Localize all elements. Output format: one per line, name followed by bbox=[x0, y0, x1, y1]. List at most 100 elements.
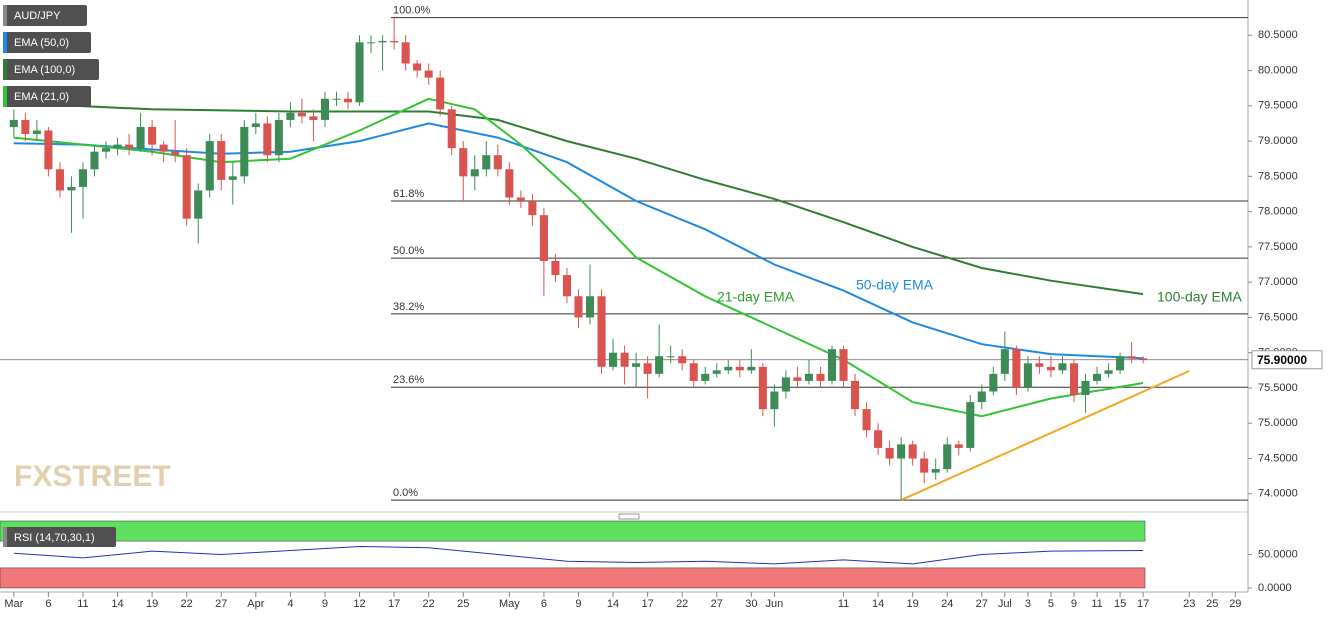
x-tick-label: May bbox=[499, 598, 520, 610]
legend-box bbox=[3, 59, 99, 80]
candle-body bbox=[182, 155, 191, 219]
candle-body bbox=[424, 70, 433, 78]
x-tick-label: 19 bbox=[146, 598, 158, 610]
candle-body bbox=[332, 98, 341, 100]
annotation: 100-day EMA bbox=[1157, 289, 1242, 305]
y-tick-label: 75.5000 bbox=[1258, 382, 1298, 394]
candle-body bbox=[263, 123, 272, 156]
candle-body bbox=[597, 296, 606, 367]
candle-body bbox=[643, 363, 652, 374]
candle-body bbox=[989, 373, 998, 392]
y-tick-label: 79.5000 bbox=[1258, 100, 1298, 112]
x-tick-label: 14 bbox=[111, 598, 123, 610]
annotation: 21-day EMA bbox=[717, 289, 795, 305]
candle-body bbox=[459, 148, 468, 177]
candle-body bbox=[274, 119, 283, 156]
oversold-band bbox=[0, 567, 1146, 589]
legend-box bbox=[3, 32, 91, 53]
fib-label: 100.0% bbox=[393, 5, 431, 17]
candle-body bbox=[78, 169, 88, 187]
candle-body bbox=[943, 444, 952, 470]
candle-body bbox=[839, 349, 848, 381]
legend-label: EMA (21,0) bbox=[14, 91, 69, 103]
candle-body bbox=[1058, 363, 1067, 371]
y-tick-label: 80.0000 bbox=[1258, 64, 1298, 76]
candle-body bbox=[390, 40, 399, 43]
x-tick-label: 12 bbox=[353, 598, 365, 610]
candle-body bbox=[228, 176, 237, 180]
candle-body bbox=[55, 169, 64, 191]
candle-body bbox=[90, 151, 99, 170]
overbought-band bbox=[0, 520, 1146, 542]
candle-body bbox=[747, 366, 756, 371]
x-tick-label: 22 bbox=[181, 598, 193, 610]
x-tick-label: 9 bbox=[322, 598, 328, 610]
rsi-y-tick-label: 0.0000 bbox=[1258, 582, 1292, 594]
candle-body bbox=[966, 402, 975, 448]
y-tick-label: 76.5000 bbox=[1258, 311, 1298, 323]
resize-handle[interactable] bbox=[618, 513, 640, 520]
ema-line bbox=[13, 122, 1144, 360]
x-tick-label: 22 bbox=[676, 598, 688, 610]
x-tick-label: 17 bbox=[388, 598, 400, 610]
x-tick-label: 22 bbox=[423, 598, 435, 610]
x-tick-label: 15 bbox=[1114, 598, 1126, 610]
candle-body bbox=[931, 469, 940, 473]
candle-body bbox=[620, 352, 629, 367]
candle-body bbox=[251, 123, 260, 127]
candle-body bbox=[551, 260, 560, 276]
x-tick-label: 11 bbox=[838, 598, 849, 610]
legend-swatch bbox=[3, 59, 7, 80]
candle-body bbox=[1116, 356, 1125, 371]
candle-body bbox=[367, 42, 376, 44]
candle-body bbox=[32, 130, 41, 135]
x-tick-label: 19 bbox=[907, 598, 919, 610]
x-tick-label: 9 bbox=[1071, 598, 1077, 610]
candle-body bbox=[1139, 358, 1148, 360]
legend-swatch bbox=[3, 86, 7, 107]
candle-body bbox=[1012, 349, 1021, 388]
candle-body bbox=[21, 119, 30, 135]
rsi-line bbox=[13, 545, 1144, 565]
candle-body bbox=[505, 169, 514, 198]
candle-body bbox=[735, 366, 744, 371]
candle-body bbox=[194, 190, 203, 219]
candle-body bbox=[297, 112, 306, 117]
x-tick-label: 30 bbox=[745, 598, 757, 610]
candle-body bbox=[954, 444, 963, 448]
candle-body bbox=[701, 373, 710, 381]
y-tick-label: 75.0000 bbox=[1258, 417, 1298, 429]
candle-body bbox=[67, 186, 76, 191]
candle-body bbox=[977, 391, 986, 403]
rsi-title-swatch bbox=[3, 527, 7, 547]
candle-body bbox=[562, 275, 571, 297]
candle-body bbox=[493, 155, 502, 170]
y-tick-label: 74.5000 bbox=[1258, 452, 1298, 464]
candle-body bbox=[113, 144, 122, 149]
candle-body bbox=[286, 112, 295, 120]
candle-body bbox=[689, 363, 698, 381]
candle-body bbox=[851, 380, 860, 410]
rsi-title-box bbox=[3, 527, 116, 547]
x-tick-label: 17 bbox=[641, 598, 653, 610]
y-tick-label: 77.0000 bbox=[1258, 276, 1298, 288]
candle-body bbox=[1069, 363, 1079, 396]
candle-body bbox=[136, 126, 145, 149]
candle-body bbox=[770, 391, 779, 410]
candle-body bbox=[378, 40, 387, 43]
candle-body bbox=[1000, 349, 1009, 374]
candle-body bbox=[908, 444, 917, 459]
x-tick-label: 24 bbox=[941, 598, 953, 610]
y-tick-label: 78.5000 bbox=[1258, 170, 1298, 182]
candle-body bbox=[862, 409, 871, 431]
x-tick-label: 14 bbox=[872, 598, 884, 610]
price-tag bbox=[1251, 350, 1323, 370]
x-tick-label: 29 bbox=[1229, 598, 1241, 610]
legend-swatch bbox=[3, 32, 7, 53]
candle-body bbox=[413, 63, 422, 71]
candle-body bbox=[44, 130, 53, 170]
x-tick-label: 6 bbox=[45, 598, 51, 610]
candle-body bbox=[447, 109, 456, 149]
candle-body bbox=[470, 169, 479, 177]
